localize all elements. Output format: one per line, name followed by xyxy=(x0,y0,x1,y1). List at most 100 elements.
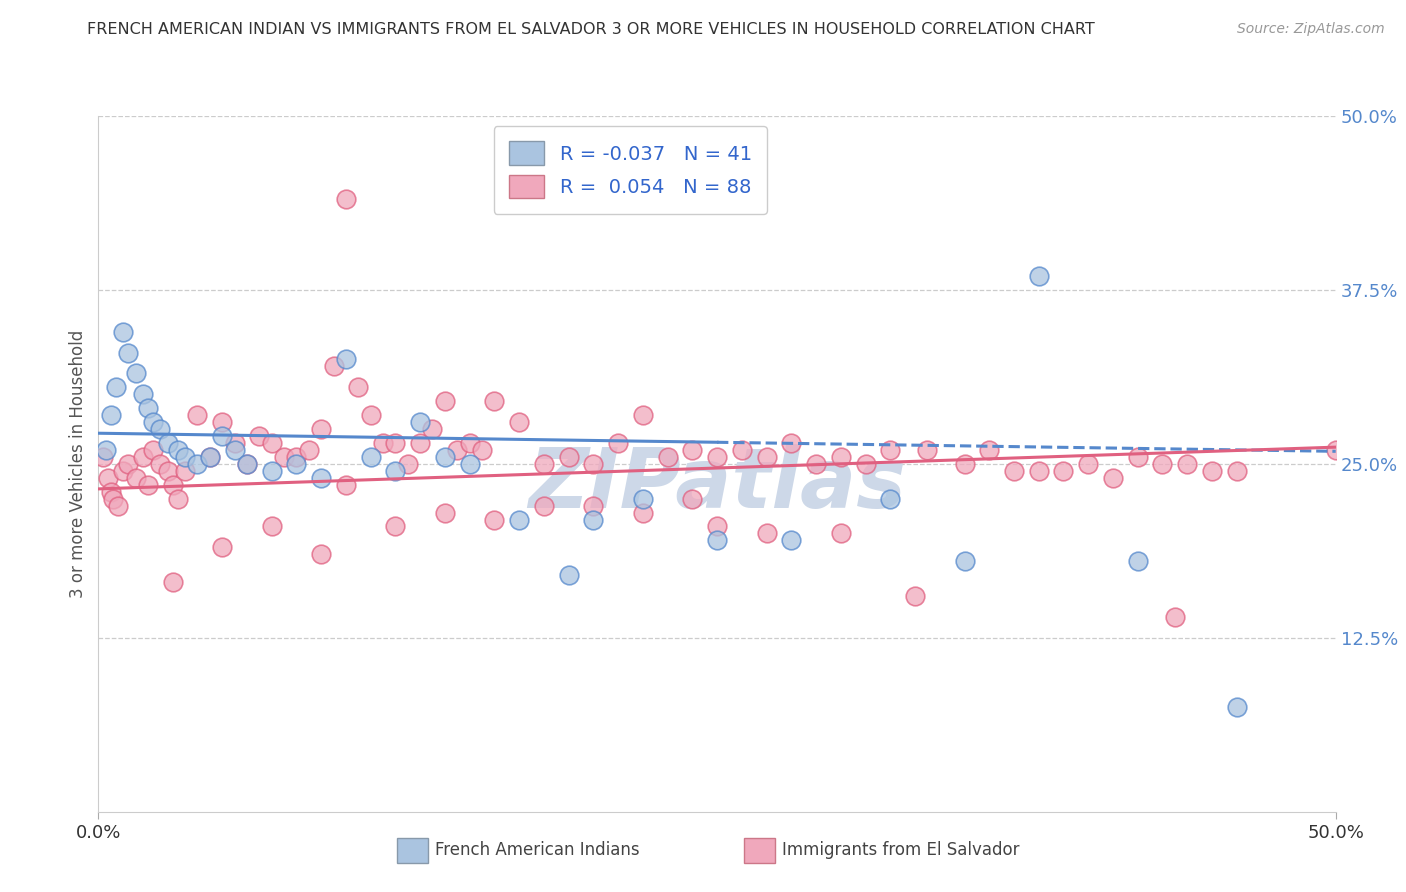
Point xyxy=(273,450,295,464)
Point xyxy=(107,499,129,513)
Point xyxy=(607,436,630,450)
Text: ZIPatlas: ZIPatlas xyxy=(529,444,905,525)
Point xyxy=(458,457,481,471)
Point xyxy=(371,436,394,450)
Point xyxy=(335,352,357,367)
Point xyxy=(285,450,308,464)
Point xyxy=(100,484,122,499)
Point xyxy=(780,533,803,548)
Point xyxy=(198,450,221,464)
Text: FRENCH AMERICAN INDIAN VS IMMIGRANTS FROM EL SALVADOR 3 OR MORE VEHICLES IN HOUS: FRENCH AMERICAN INDIAN VS IMMIGRANTS FRO… xyxy=(87,22,1094,37)
Point xyxy=(224,442,246,457)
Point xyxy=(631,506,654,520)
Text: French American Indians: French American Indians xyxy=(436,841,640,859)
Point xyxy=(384,464,406,478)
Point xyxy=(112,325,135,339)
Point xyxy=(755,450,778,464)
Point xyxy=(1126,554,1149,568)
Point xyxy=(484,394,506,409)
Point xyxy=(979,442,1001,457)
Point xyxy=(657,450,679,464)
Point xyxy=(582,512,605,526)
Point xyxy=(335,193,357,207)
Point xyxy=(1028,464,1050,478)
Point xyxy=(917,442,939,457)
Point xyxy=(384,436,406,450)
Point xyxy=(104,380,127,394)
Text: Immigrants from El Salvador: Immigrants from El Salvador xyxy=(782,841,1019,859)
Point xyxy=(174,464,197,478)
Point xyxy=(309,471,332,485)
Point xyxy=(1102,471,1125,485)
Point xyxy=(309,422,332,436)
Point xyxy=(132,387,155,401)
Point xyxy=(706,450,728,464)
Point xyxy=(508,415,530,429)
Point xyxy=(211,541,233,555)
Point xyxy=(533,457,555,471)
Point xyxy=(211,429,233,443)
Point xyxy=(879,442,901,457)
Point xyxy=(136,477,159,491)
Point xyxy=(322,359,344,374)
Point xyxy=(830,526,852,541)
Point xyxy=(1052,464,1074,478)
Point xyxy=(1126,450,1149,464)
Point xyxy=(953,554,976,568)
Point xyxy=(446,442,468,457)
Point xyxy=(298,442,321,457)
Point xyxy=(706,519,728,533)
Point xyxy=(582,457,605,471)
Point xyxy=(166,442,188,457)
Point xyxy=(433,450,456,464)
Point xyxy=(224,436,246,450)
Point xyxy=(132,450,155,464)
Point xyxy=(731,442,754,457)
Point xyxy=(103,491,125,506)
Point xyxy=(855,457,877,471)
Point xyxy=(484,512,506,526)
Point xyxy=(706,533,728,548)
Point xyxy=(631,408,654,422)
Point xyxy=(433,506,456,520)
Point xyxy=(309,547,332,561)
Point xyxy=(112,464,135,478)
Point xyxy=(1175,457,1198,471)
Text: Source: ZipAtlas.com: Source: ZipAtlas.com xyxy=(1237,22,1385,37)
Point xyxy=(755,526,778,541)
Point xyxy=(1201,464,1223,478)
Point xyxy=(557,568,579,582)
Point xyxy=(409,436,432,450)
Point xyxy=(97,471,120,485)
Point xyxy=(1164,610,1187,624)
Point xyxy=(804,457,827,471)
Point xyxy=(681,442,703,457)
Point xyxy=(433,394,456,409)
Point xyxy=(1028,268,1050,283)
Point xyxy=(186,408,208,422)
Point xyxy=(94,442,117,457)
Point xyxy=(681,491,703,506)
Point xyxy=(93,450,115,464)
Point xyxy=(117,345,139,359)
Point xyxy=(260,436,283,450)
Point xyxy=(236,457,259,471)
Point xyxy=(409,415,432,429)
Point xyxy=(1324,442,1347,457)
Y-axis label: 3 or more Vehicles in Household: 3 or more Vehicles in Household xyxy=(69,330,87,598)
Point xyxy=(335,477,357,491)
Point xyxy=(471,442,494,457)
Point xyxy=(953,457,976,471)
Point xyxy=(142,442,165,457)
Point xyxy=(904,589,927,603)
Point xyxy=(631,491,654,506)
Point xyxy=(879,491,901,506)
Point xyxy=(124,471,146,485)
Legend: R = -0.037   N = 41, R =  0.054   N = 88: R = -0.037 N = 41, R = 0.054 N = 88 xyxy=(494,126,768,214)
Point xyxy=(149,457,172,471)
Point xyxy=(422,422,444,436)
Point xyxy=(360,450,382,464)
Point xyxy=(260,519,283,533)
Point xyxy=(1226,464,1249,478)
Point xyxy=(347,380,370,394)
